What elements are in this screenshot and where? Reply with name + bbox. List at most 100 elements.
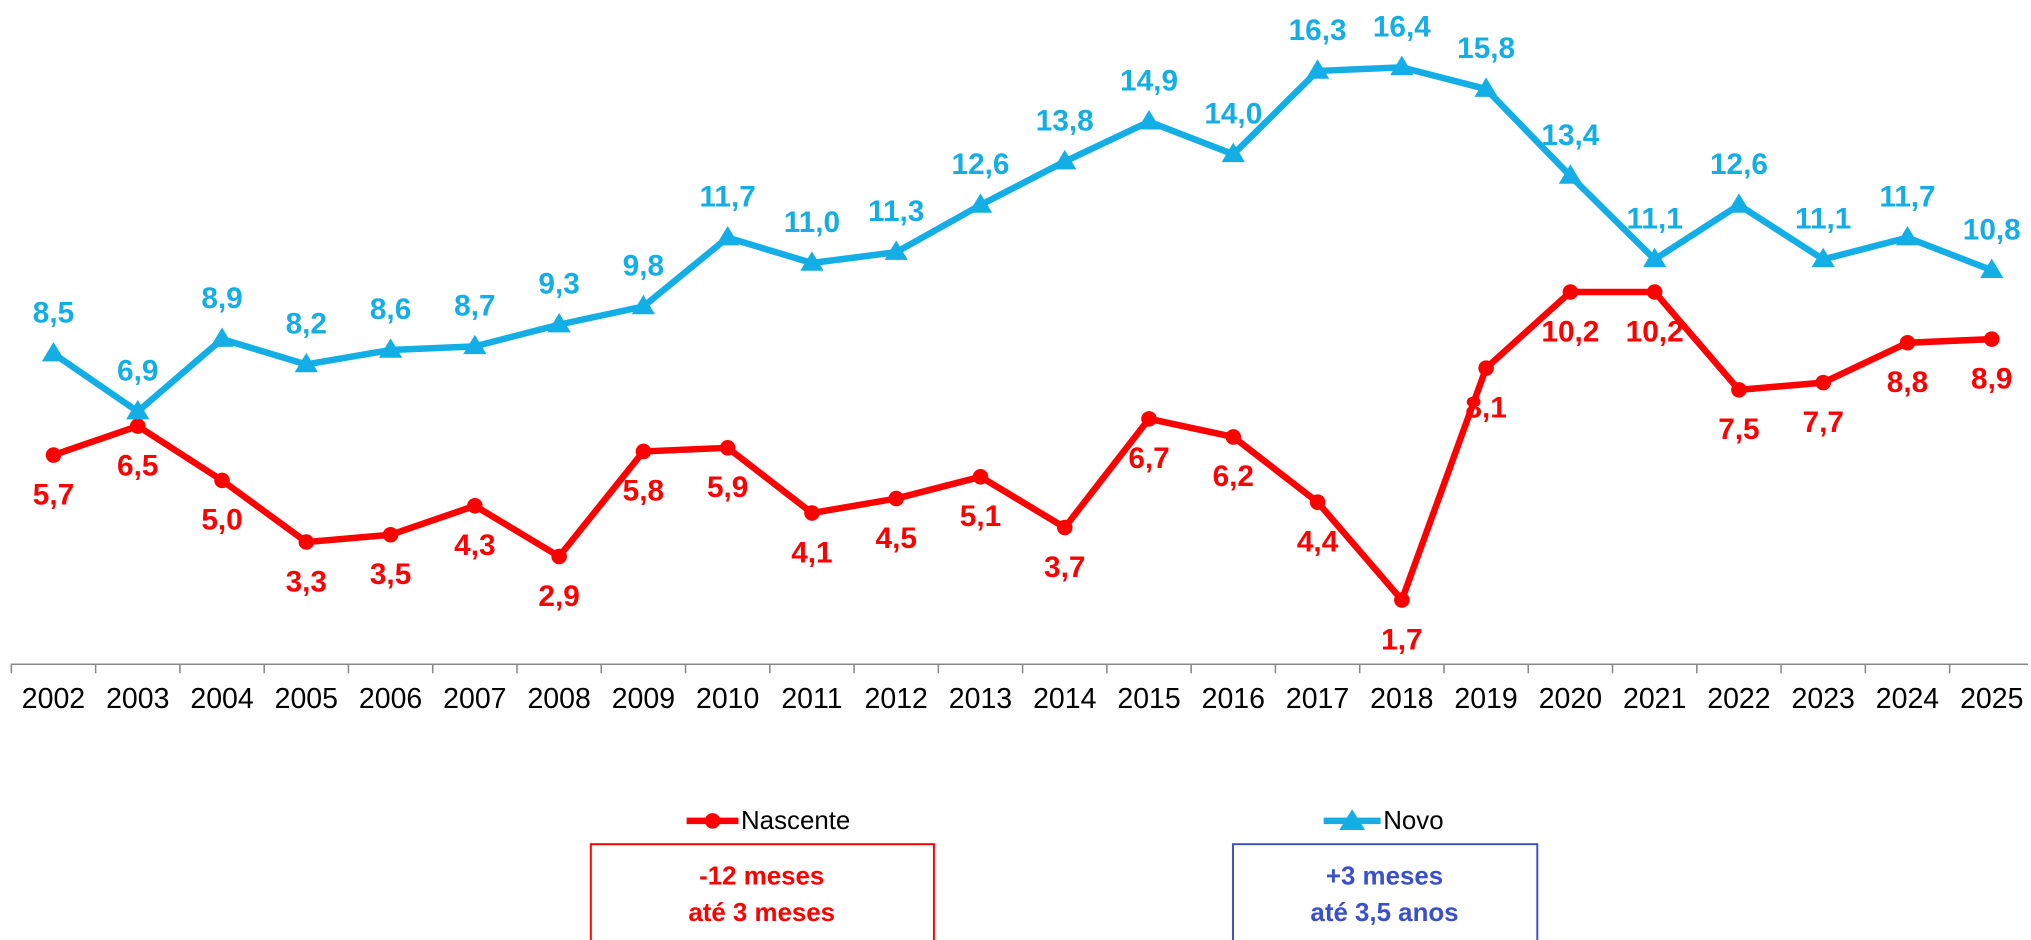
marker xyxy=(884,240,908,260)
data-label: 1,7 xyxy=(1381,623,1422,656)
x-tick-label: 2008 xyxy=(527,683,590,715)
data-label: 5,9 xyxy=(707,471,748,504)
marker xyxy=(1646,284,1663,300)
marker xyxy=(463,334,487,355)
marker xyxy=(804,505,820,521)
data-label: 9,3 xyxy=(538,268,579,301)
marker xyxy=(1221,142,1245,163)
marker xyxy=(1562,284,1579,300)
data-label: 8,5 xyxy=(33,297,74,330)
marker xyxy=(547,312,571,333)
marker xyxy=(972,469,989,485)
data-label: 11,7 xyxy=(700,181,756,214)
data-label: 11,7 xyxy=(1879,181,1935,214)
marker xyxy=(1390,55,1414,76)
data-label: 15,8 xyxy=(1457,32,1515,65)
marker xyxy=(551,548,567,565)
data-label: 11,3 xyxy=(868,195,924,228)
data-label: 8,9 xyxy=(201,282,242,315)
legend-label: Novo xyxy=(1383,807,1443,835)
marker xyxy=(41,341,66,362)
marker xyxy=(467,498,483,514)
data-label: 10,8 xyxy=(1963,213,2021,246)
x-tick-label: 2013 xyxy=(949,683,1012,715)
legend-marker xyxy=(1339,809,1366,830)
marker xyxy=(1899,334,1916,351)
series-line xyxy=(52,288,1992,604)
x-tick-label: 2005 xyxy=(275,683,338,715)
marker xyxy=(1815,374,1831,391)
data-label: 12,6 xyxy=(1710,148,1768,181)
data-label: 8,1 xyxy=(1465,391,1506,424)
marker xyxy=(631,294,656,315)
marker xyxy=(1731,382,1747,398)
marker xyxy=(298,534,315,550)
marker xyxy=(1309,494,1326,510)
x-tick-label: 2016 xyxy=(1202,683,1265,715)
marker xyxy=(1053,149,1077,170)
x-tick-label: 2012 xyxy=(865,683,928,715)
data-label: 14,0 xyxy=(1204,97,1262,130)
data-label: 10,2 xyxy=(1626,315,1684,348)
x-tick-label: 2024 xyxy=(1876,683,1939,715)
marker xyxy=(45,447,62,463)
data-label: 2,9 xyxy=(538,580,579,613)
data-label: 12,6 xyxy=(952,148,1010,181)
x-tick-label: 2021 xyxy=(1623,683,1686,715)
x-tick-label: 2019 xyxy=(1454,683,1517,715)
data-label: 13,4 xyxy=(1541,119,1599,152)
data-label: 4,1 xyxy=(791,536,832,569)
x-tick-label: 2017 xyxy=(1286,683,1349,715)
marker xyxy=(1305,59,1330,79)
data-label: 5,7 xyxy=(33,478,74,511)
x-tick-label: 2015 xyxy=(1117,683,1180,715)
x-tick-label: 2004 xyxy=(190,683,253,715)
marker xyxy=(1137,110,1161,130)
data-label: 3,7 xyxy=(1044,551,1085,584)
marker xyxy=(1895,225,1920,246)
data-label: 4,3 xyxy=(454,529,495,562)
data-label: 11,1 xyxy=(1795,202,1851,235)
data-label: 16,4 xyxy=(1373,10,1431,43)
marker xyxy=(719,440,736,456)
x-tick-label: 2023 xyxy=(1792,683,1855,715)
x-tick-label: 2007 xyxy=(443,683,506,715)
marker xyxy=(214,472,230,489)
data-label: 13,8 xyxy=(1036,105,1094,138)
marker xyxy=(1478,360,1494,376)
x-tick-label: 2011 xyxy=(781,683,842,715)
data-label: 4,4 xyxy=(1297,525,1339,558)
data-label: 5,1 xyxy=(960,500,1001,533)
legend-marker xyxy=(704,813,721,829)
data-label: 7,7 xyxy=(1803,406,1844,439)
x-tick-label: 2002 xyxy=(22,683,85,715)
data-label: 16,3 xyxy=(1289,14,1347,47)
marker xyxy=(126,399,150,420)
data-label: 7,5 xyxy=(1718,413,1759,446)
marker xyxy=(635,443,652,460)
data-label: 10,2 xyxy=(1541,315,1599,348)
data-label: 11,1 xyxy=(1627,202,1683,235)
x-tick-label: 2006 xyxy=(359,683,422,715)
marker xyxy=(800,251,824,271)
x-tick-label: 2014 xyxy=(1033,683,1096,715)
marker xyxy=(1225,429,1242,445)
marker xyxy=(1643,247,1667,268)
data-label: 5,0 xyxy=(201,504,242,537)
series-line xyxy=(51,64,1993,415)
data-label: 5,8 xyxy=(623,475,664,508)
data-label: 11,0 xyxy=(784,206,840,239)
marker xyxy=(968,193,993,213)
marker xyxy=(378,338,403,358)
marker xyxy=(1056,519,1073,536)
marker xyxy=(294,352,318,373)
marker xyxy=(1811,247,1835,268)
marker xyxy=(129,418,146,434)
data-label: 6,2 xyxy=(1213,460,1254,493)
data-label: 6,9 xyxy=(117,355,158,388)
marker xyxy=(382,527,399,543)
x-tick-label: 2003 xyxy=(106,683,169,715)
x-tick-label: 2025 xyxy=(1960,683,2023,715)
marker xyxy=(1983,331,2000,347)
data-label: 8,2 xyxy=(286,307,327,340)
